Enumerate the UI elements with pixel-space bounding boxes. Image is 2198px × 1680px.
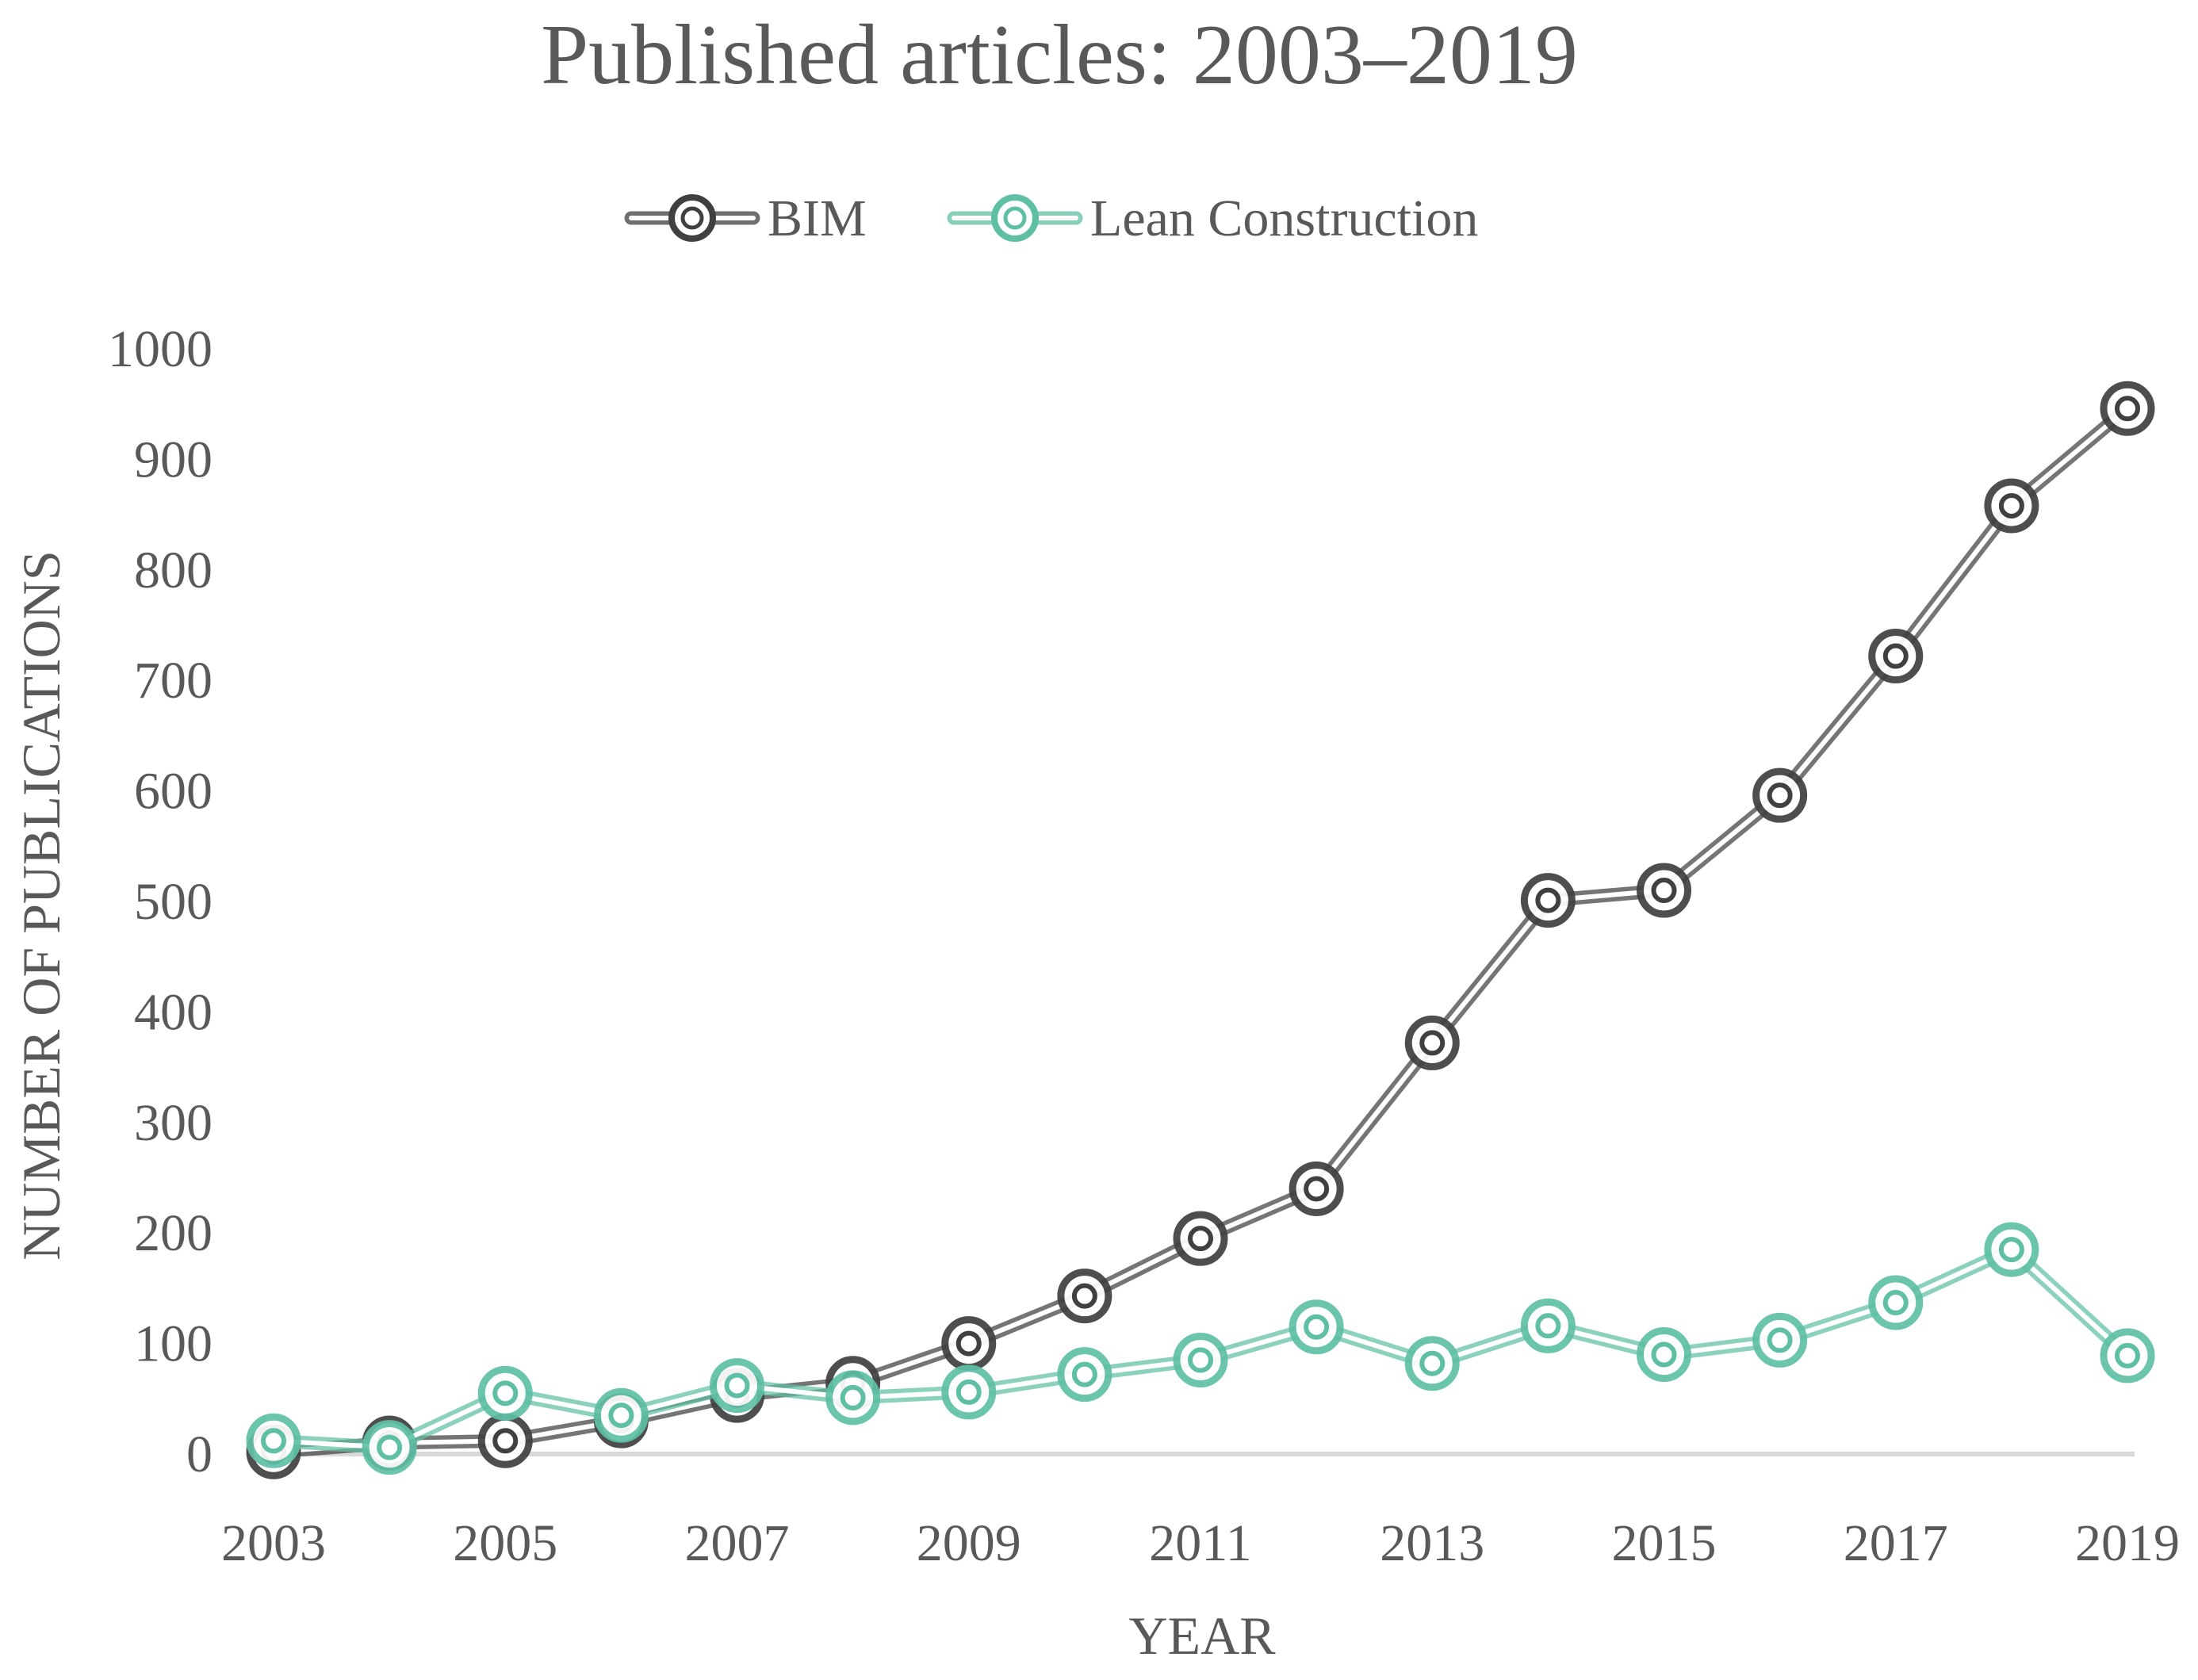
marker-inner-ring	[1419, 1030, 1446, 1056]
y-tick-label-400: 400	[134, 983, 213, 1041]
data-point-lean-construction-2016[interactable]	[1752, 1312, 1808, 1368]
data-point-lean-construction-2012[interactable]	[1289, 1299, 1344, 1355]
data-point-bim-2011[interactable]	[1173, 1211, 1228, 1266]
marker-inner-ring	[2115, 396, 2140, 422]
series-lean-construction	[246, 1222, 2155, 1475]
marker-inner-ring	[1882, 1290, 1909, 1316]
data-point-lean-construction-2014[interactable]	[1520, 1298, 1576, 1353]
y-tick-label-1000: 1000	[108, 320, 213, 378]
data-point-lean-construction-2010[interactable]	[1057, 1347, 1112, 1403]
data-point-lean-construction-2019[interactable]	[2100, 1328, 2155, 1383]
marker-inner-ring	[261, 1428, 286, 1454]
legend-label-lean-construction: Lean Construction	[1090, 189, 1478, 247]
x-tick-label-2009: 2009	[917, 1514, 1021, 1572]
data-point-bim-2012[interactable]	[1289, 1161, 1344, 1216]
x-tick-label-2019: 2019	[2075, 1514, 2180, 1572]
x-tick-label-2017: 2017	[1844, 1514, 1948, 1572]
data-point-lean-construction-2018[interactable]	[1984, 1222, 2039, 1277]
marker-inner-ring	[608, 1403, 634, 1429]
data-point-bim-2013[interactable]	[1404, 1015, 1460, 1070]
x-tick-label-2013: 2013	[1380, 1514, 1484, 1572]
marker-inner-ring	[955, 1330, 982, 1357]
series-layer	[246, 381, 2155, 1479]
data-point-lean-construction-2006[interactable]	[593, 1387, 649, 1443]
data-point-lean-construction-2015[interactable]	[1637, 1327, 1691, 1383]
series-line-inner-bim	[271, 406, 2130, 1455]
series-line-bim	[266, 401, 2135, 1459]
marker-inner-ring	[1188, 1226, 1213, 1252]
data-point-lean-construction-2008[interactable]	[825, 1370, 881, 1426]
data-point-bim-2019[interactable]	[2100, 381, 2155, 436]
data-point-bim-2005[interactable]	[477, 1413, 533, 1468]
x-axis-ticks: 2003 2005 2007 2009 2011 2013 2015 2017 2019	[221, 1514, 2180, 1572]
y-tick-label-700: 700	[134, 652, 213, 710]
marker-inner-ring	[1071, 1283, 1097, 1309]
marker-inner-ring	[1419, 1350, 1446, 1376]
data-point-lean-construction-2011[interactable]	[1173, 1333, 1228, 1388]
legend-item-lean-construction[interactable]: Lean Construction	[947, 189, 1478, 247]
y-tick-label-100: 100	[134, 1315, 213, 1373]
data-point-bim-2009[interactable]	[941, 1316, 997, 1372]
marker-inner-ring	[1071, 1361, 1097, 1387]
y-axis-ticks: 0 100 200 300 400 500 600 700 800 900 1000	[108, 320, 213, 1483]
data-point-lean-construction-2004[interactable]	[362, 1420, 417, 1475]
y-tick-label-200: 200	[134, 1204, 213, 1262]
marker-inner-ring	[1304, 1176, 1330, 1202]
y-tick-label-900: 900	[134, 431, 213, 488]
marker-inner-ring	[492, 1428, 519, 1454]
marker-inner-ring	[1767, 783, 1793, 809]
x-tick-label-2005: 2005	[453, 1514, 557, 1572]
marker-inner-ring	[377, 1434, 403, 1460]
data-point-bim-2018[interactable]	[1984, 478, 2039, 534]
x-tick-label-2007: 2007	[685, 1514, 790, 1572]
legend-label-bim: BIM	[768, 189, 867, 247]
data-point-lean-construction-2007[interactable]	[710, 1358, 764, 1414]
marker-inner-ring	[1882, 643, 1909, 669]
marker-inner-ring	[1188, 1347, 1213, 1373]
y-tick-label-500: 500	[134, 873, 213, 931]
marker-inner-ring	[955, 1379, 982, 1405]
data-point-bim-2014[interactable]	[1520, 873, 1576, 928]
x-axis-title: YEAR	[1128, 1605, 1276, 1666]
marker-inner-ring	[1535, 1313, 1561, 1339]
data-point-bim-2017[interactable]	[1868, 629, 1924, 684]
y-tick-label-600: 600	[134, 763, 213, 821]
legend: BIM Lean Construction	[624, 189, 1478, 247]
data-point-bim-2010[interactable]	[1057, 1269, 1112, 1324]
marker-inner-ring	[1998, 1237, 2024, 1263]
y-tick-label-300: 300	[134, 1094, 213, 1152]
x-tick-label-2015: 2015	[1612, 1514, 1717, 1572]
legend-item-bim[interactable]: BIM	[624, 189, 867, 247]
marker-inner-ring	[1651, 878, 1677, 904]
y-tick-label-0: 0	[186, 1426, 213, 1483]
marker-inner-ring	[1998, 492, 2024, 519]
marker-inner-ring	[1304, 1314, 1330, 1340]
data-point-bim-2016[interactable]	[1752, 767, 1808, 823]
data-point-lean-construction-2017[interactable]	[1868, 1275, 1924, 1330]
marker-inner-ring	[492, 1380, 519, 1406]
marker-inner-ring	[840, 1384, 866, 1410]
data-point-lean-construction-2005[interactable]	[477, 1365, 533, 1421]
marker-inner-ring	[1651, 1341, 1677, 1368]
marker-inner-ring	[724, 1372, 750, 1399]
marker-inner-ring	[1535, 887, 1561, 913]
x-tick-label-2011: 2011	[1149, 1514, 1252, 1572]
data-point-lean-construction-2003[interactable]	[246, 1413, 301, 1468]
data-point-bim-2015[interactable]	[1637, 863, 1691, 918]
marker-inner-ring	[2115, 1342, 2140, 1368]
chart-title: Published articles: 2003–2019	[541, 8, 1578, 102]
marker-inner-ring	[1767, 1327, 1793, 1353]
data-point-lean-construction-2013[interactable]	[1404, 1336, 1460, 1391]
y-axis-title: NUMBER OF PUBLICATIONS	[11, 550, 71, 1260]
data-point-lean-construction-2009[interactable]	[941, 1364, 997, 1420]
y-tick-label-800: 800	[134, 542, 213, 599]
x-tick-label-2003: 2003	[221, 1514, 326, 1572]
